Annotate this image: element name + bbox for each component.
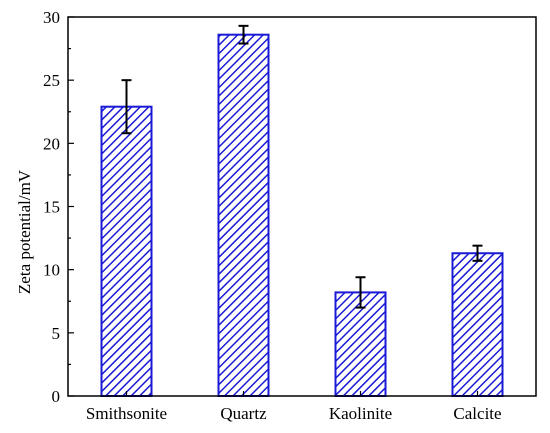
y-tick-label: 0 [52, 387, 61, 406]
bar-kaolinite [334, 291, 387, 398]
x-tick-label-calcite: Calcite [453, 404, 501, 423]
y-tick-label: 25 [43, 71, 60, 90]
y-tick-label: 5 [52, 324, 61, 343]
y-tick-label: 10 [43, 261, 60, 280]
axes-layer: Smithsonite Quartz Kaolinite Calcite 0 5 10 15 2… [43, 8, 537, 423]
error-bars-layer [121, 24, 483, 309]
bars-layer [100, 33, 504, 398]
y-tick-label: 30 [43, 8, 60, 27]
x-tick-label-kaolinite: Kaolinite [329, 404, 392, 423]
y-tick-label: 15 [43, 198, 60, 217]
bar-quartz [217, 33, 270, 397]
x-tick-label-smithsonite: Smithsonite [86, 404, 167, 423]
y-axis-label: Zeta potential/mV [15, 169, 34, 294]
bar-smithsonite [100, 105, 153, 398]
x-tick-label-quartz: Quartz [220, 404, 267, 423]
y-tick-label: 20 [43, 134, 60, 153]
bar-calcite [451, 252, 504, 397]
